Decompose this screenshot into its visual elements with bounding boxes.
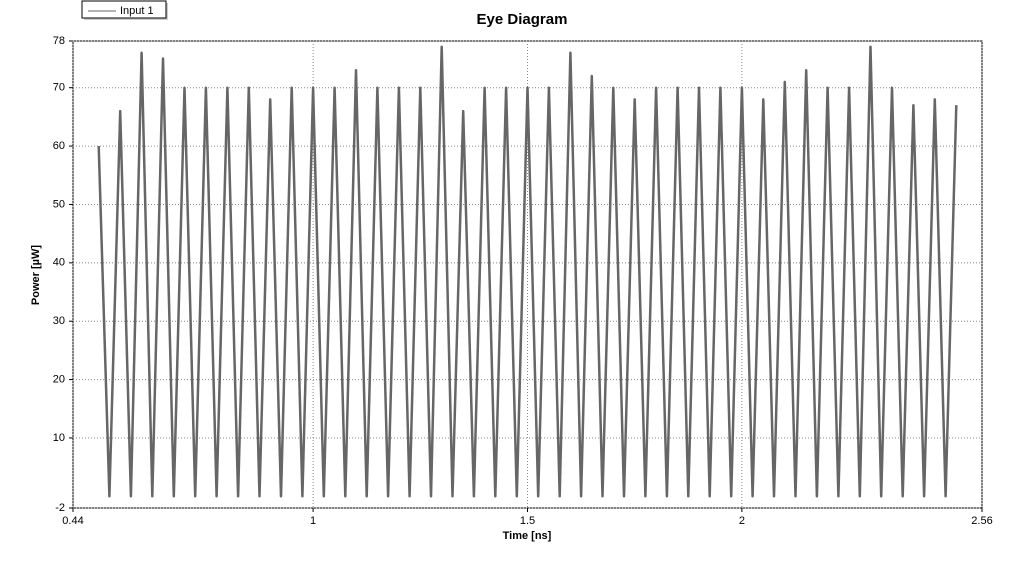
y-tick-label: 20 [53, 373, 65, 385]
x-tick-label: 1 [310, 515, 316, 527]
chart-title: Eye Diagram [477, 11, 568, 28]
y-tick-label: 10 [53, 432, 65, 444]
x-tick-label: 2 [739, 515, 745, 527]
x-tick-label: 1.5 [520, 515, 535, 527]
y-axis-label: Power [µW] [30, 245, 42, 305]
data-line [97, 45, 958, 498]
y-tick-label: 30 [53, 315, 65, 327]
y-tick-label: 78 [53, 35, 65, 47]
legend-label: Input 1 [120, 5, 154, 17]
x-tick-label: 0.44 [62, 515, 83, 527]
x-axis-label: Time [ns] [503, 530, 552, 542]
y-tick-label: 40 [53, 257, 65, 269]
y-tick-label: 60 [53, 140, 65, 152]
y-tick-label: -2 [55, 502, 65, 514]
x-tick-label: 2.56 [971, 515, 992, 527]
y-tick-label: 50 [53, 198, 65, 210]
y-tick-label: 70 [53, 82, 65, 94]
legend: Input 1 [81, 0, 168, 20]
legend-box [81, 0, 167, 19]
